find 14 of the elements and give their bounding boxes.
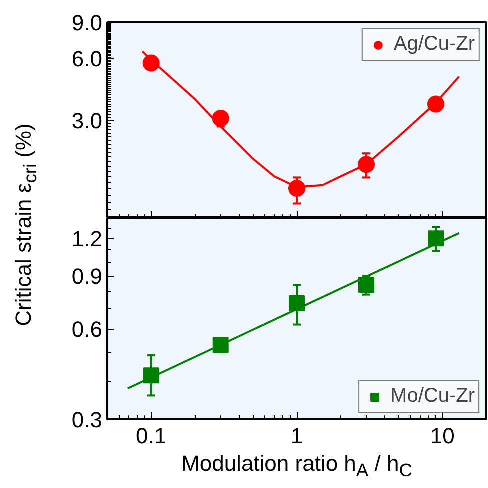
y-tick-label: 1.2 [72,226,103,252]
legend-label: Mo/Cu-Zr [390,385,475,408]
y-tick-label: 0.3 [72,408,103,432]
y-tick-label: 6.0 [72,46,103,72]
x-tick-label: 10 [430,424,455,448]
y-tick-label: 9.0 [72,10,103,36]
y-tick-label: 3.0 [72,108,103,134]
y-tick-label: 0.9 [72,264,103,290]
x-tick-label: 1 [290,424,304,448]
x-axis-title: Modulation ratio h$_{A}$ / h$_{C}$ [182,450,412,482]
x-tick-label: 0.1 [136,424,167,448]
point [358,277,374,294]
y-tick-label: 0.6 [72,317,103,342]
legend-label: Ag/Cu-Zr [394,33,475,56]
